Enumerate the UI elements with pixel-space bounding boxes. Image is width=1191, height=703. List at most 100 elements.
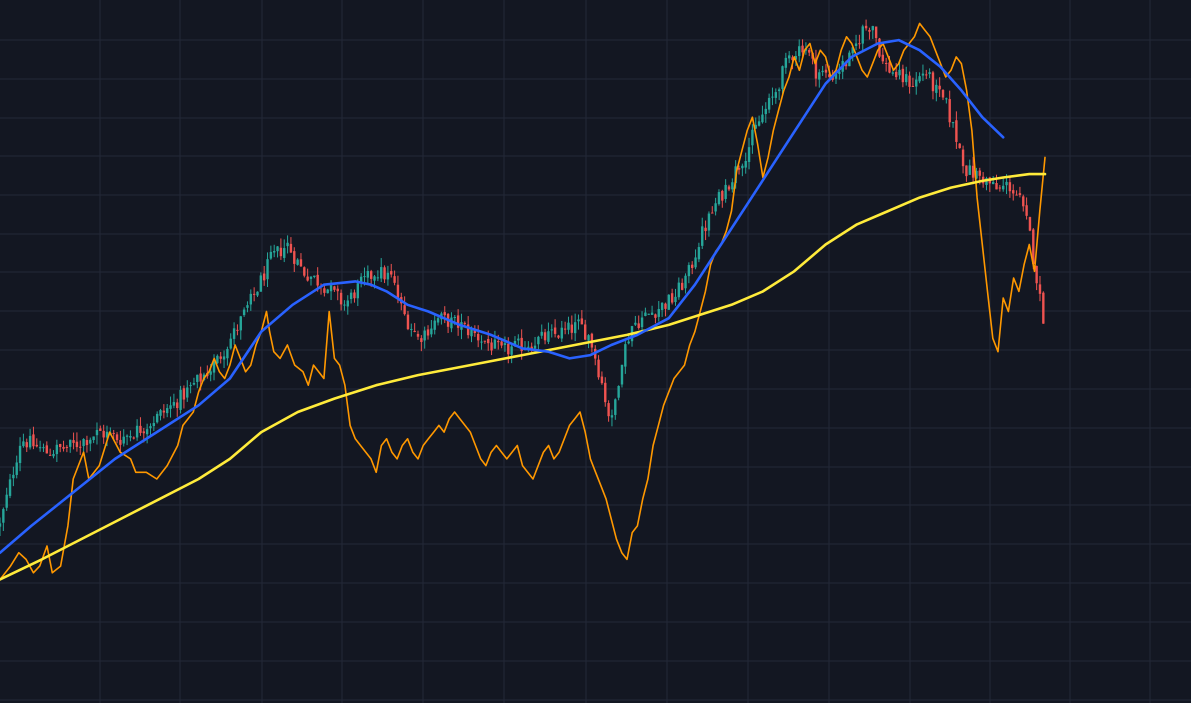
- candle-up: [854, 43, 858, 46]
- candle-up: [701, 226, 704, 246]
- candle-down: [1015, 194, 1018, 196]
- candle-up: [764, 108, 767, 115]
- candle-down: [584, 324, 587, 340]
- candle-up: [657, 308, 660, 317]
- candle-up: [2, 509, 5, 523]
- candle-up: [229, 338, 232, 349]
- candle-up: [349, 292, 353, 299]
- candle-down: [808, 49, 811, 53]
- candle-up: [647, 313, 650, 315]
- candle-down: [604, 382, 607, 403]
- candle-up: [89, 439, 92, 444]
- candle-up: [22, 441, 25, 447]
- candle-down: [473, 329, 477, 334]
- candle-up: [8, 479, 12, 496]
- candle-down: [607, 403, 610, 417]
- candle-down: [45, 445, 49, 454]
- candle-up: [798, 46, 801, 57]
- candle-up: [533, 345, 537, 349]
- candle-up: [386, 272, 390, 280]
- candle-up: [343, 304, 346, 306]
- candle-up: [871, 26, 874, 31]
- candle-up: [135, 425, 139, 438]
- candle-up: [777, 89, 781, 92]
- candle-up: [754, 124, 757, 129]
- candle-up: [363, 276, 366, 278]
- candle-up: [517, 338, 520, 341]
- candle-up: [95, 429, 99, 436]
- candle-up: [276, 246, 279, 252]
- candle-down: [1012, 190, 1015, 194]
- candle-up: [38, 447, 42, 449]
- candle-up: [453, 317, 456, 319]
- candle-up: [436, 318, 440, 323]
- candle-up: [356, 283, 360, 299]
- candle-up: [741, 165, 744, 169]
- candle-down: [901, 68, 905, 83]
- candle-up: [674, 296, 677, 303]
- candle-up: [269, 251, 273, 259]
- candle-up: [359, 276, 363, 284]
- candle-down: [680, 282, 684, 290]
- oscillator-line: [0, 22, 1046, 581]
- candle-down: [998, 187, 1002, 189]
- candle-down: [961, 149, 965, 167]
- candle-down: [704, 227, 707, 232]
- candle-up: [12, 474, 15, 479]
- candle-down: [336, 288, 339, 292]
- candle-down: [543, 332, 547, 341]
- candle-down: [102, 430, 105, 438]
- candle-down: [691, 264, 694, 268]
- candle-up: [550, 329, 553, 331]
- candle-up: [513, 341, 517, 346]
- candle-down: [911, 85, 915, 87]
- candle-up: [273, 251, 276, 253]
- candle-down: [941, 90, 945, 98]
- candle-down: [25, 442, 28, 448]
- candle-up: [714, 203, 717, 212]
- candle-down: [443, 312, 446, 316]
- candle-up: [503, 343, 507, 345]
- candle-up: [15, 462, 18, 475]
- candle-up: [380, 267, 383, 279]
- candle-down: [162, 410, 166, 413]
- candle-up: [898, 69, 901, 76]
- candlestick-series: [0, 19, 1045, 537]
- candle-down: [252, 293, 256, 295]
- candle-down: [664, 303, 667, 309]
- candle-down: [413, 330, 416, 333]
- candle-up: [787, 55, 791, 59]
- candle-up: [784, 57, 788, 68]
- candle-down: [597, 359, 600, 378]
- candle-up: [634, 322, 637, 325]
- candle-down: [236, 329, 239, 331]
- candle-up: [610, 415, 614, 418]
- candle-up: [266, 259, 269, 280]
- candle-down: [948, 99, 951, 123]
- candle-up: [731, 182, 734, 190]
- candle-down: [476, 333, 480, 341]
- candle-down: [971, 165, 975, 178]
- candle-up: [246, 305, 249, 308]
- candle-down: [814, 58, 818, 79]
- candle-down: [279, 247, 283, 257]
- candle-down: [303, 267, 306, 276]
- candle-up: [861, 26, 864, 44]
- candle-up: [313, 275, 316, 278]
- candle-up: [573, 322, 577, 334]
- candle-down: [182, 388, 186, 400]
- candle-up: [537, 336, 540, 345]
- candle-up: [767, 97, 771, 110]
- candle-up: [149, 426, 152, 429]
- candle-up: [945, 98, 948, 100]
- candle-up: [774, 92, 778, 98]
- candle-up: [677, 282, 681, 298]
- candle-up: [286, 242, 289, 247]
- candle-down: [383, 267, 386, 280]
- candle-up: [915, 79, 918, 87]
- candle-up: [373, 276, 376, 281]
- candle-down: [403, 305, 406, 315]
- candle-down: [864, 25, 868, 29]
